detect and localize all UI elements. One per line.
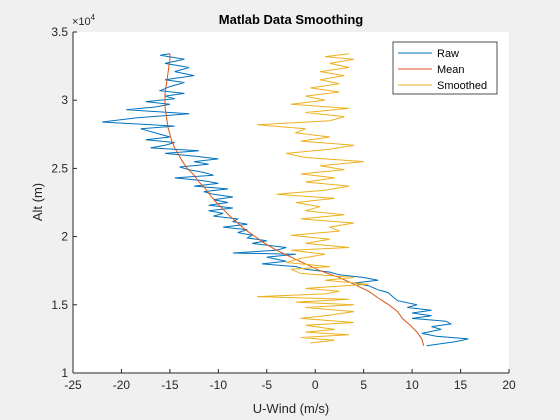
series-layer xyxy=(102,53,469,347)
y-tick-label: 1 xyxy=(61,366,68,380)
y-ticks: 1 1.5 2 2.5 3 3.5 xyxy=(51,25,77,380)
x-tick-label: -20 xyxy=(113,378,131,392)
y-tick-label: 3.5 xyxy=(51,25,68,39)
y-exponent-label: ×104 xyxy=(72,13,96,28)
axes xyxy=(72,32,509,374)
x-tick-label: -10 xyxy=(210,378,228,392)
legend-label-mean: Mean xyxy=(437,64,465,76)
chart-title: Matlab Data Smoothing xyxy=(219,12,364,27)
x-tick-label: 5 xyxy=(360,378,367,392)
y-tick-label: 2 xyxy=(61,230,68,244)
x-tick-label: 0 xyxy=(312,378,319,392)
legend-label-raw: Raw xyxy=(437,48,459,60)
y-exponent-power: 4 xyxy=(91,13,96,22)
series-line-smoothed xyxy=(257,53,369,344)
x-tick-label: -15 xyxy=(161,378,179,392)
legend[interactable]: Raw Mean Smoothed xyxy=(392,41,498,95)
x-tick-label: 10 xyxy=(405,378,419,392)
y-tick-label: 1.5 xyxy=(51,298,68,312)
series-line-mean xyxy=(164,53,425,346)
y-exponent-base: ×10 xyxy=(72,16,91,28)
x-ticks: -25 -20 -15 -10 -5 0 5 10 15 20 xyxy=(64,369,516,392)
x-tick-label: -5 xyxy=(261,378,272,392)
x-tick-label: 15 xyxy=(454,378,468,392)
y-tick-label: 2.5 xyxy=(51,161,68,175)
x-tick-label: 20 xyxy=(502,378,516,392)
legend-label-smoothed: Smoothed xyxy=(437,80,487,92)
y-axis-label: Alt (m) xyxy=(30,183,45,221)
x-axis-label: U-Wind (m/s) xyxy=(253,401,330,416)
y-tick-label: 3 xyxy=(61,93,68,107)
x-tick-label: -25 xyxy=(64,378,82,392)
